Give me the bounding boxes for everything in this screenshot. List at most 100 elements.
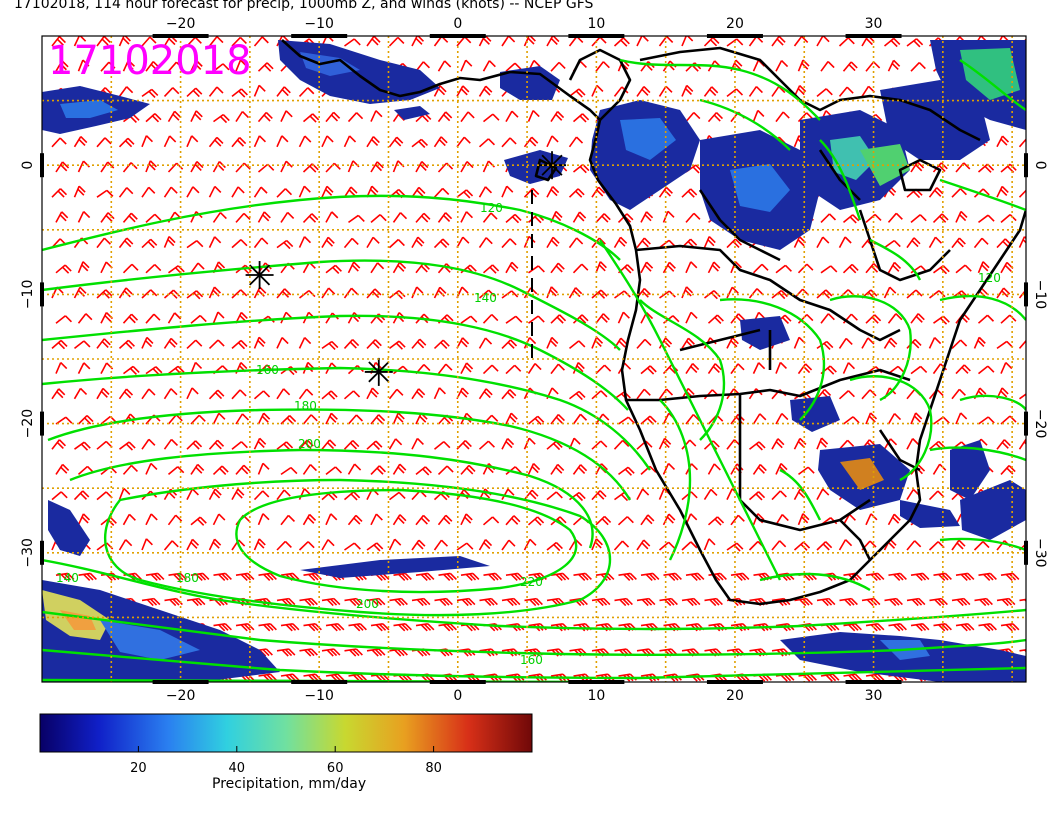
coastlines-borders [281,39,1026,606]
wind-barb [640,261,654,274]
wind-barb [640,211,654,223]
wind-barb [141,388,156,400]
wind-barb [411,236,425,248]
wind-barb [438,572,457,581]
wind-barb [618,416,635,425]
wind-barb [235,572,255,581]
wind-barb [141,538,153,551]
wind-barb [325,111,341,123]
wind-barb [501,339,518,349]
wind-barb [865,412,878,425]
wind-barb [568,340,586,350]
wind-barb [636,488,650,500]
wind-barb [302,163,319,173]
wind-barb [433,339,450,350]
wind-barb [231,136,247,148]
wind-barb [951,597,971,607]
wind-barb [122,464,139,475]
wind-barb [636,597,656,607]
wind-barb [344,597,363,607]
wind-barb [798,466,815,476]
wind-barb [842,214,860,224]
edge-tick-marks [40,34,1028,684]
wind-barb [528,315,545,324]
wind-barb [388,36,405,47]
wind-barb [888,572,907,581]
wind-barb [978,623,997,632]
colorbar-tick-label: 40 [229,761,246,776]
wind-barb [1000,623,1020,632]
wind-barb [838,86,854,97]
wind-barb [730,413,745,425]
wind-barb [550,314,567,324]
wind-barb [437,60,452,72]
wind-barb [973,336,986,349]
colorbar-ticks: 20 40 60 80 [130,746,442,776]
wind-barb [820,673,840,682]
wind-barb [707,363,722,375]
wind-barb [933,315,950,325]
wind-barb [51,339,68,350]
lat-tick-label-left: −20 [20,409,36,439]
wind-barb [366,236,380,249]
wind-barb [816,236,830,248]
wind-barb [932,463,947,475]
geopotential-contours [42,58,1026,682]
wind-barb [883,37,901,48]
wind-barb [595,213,611,223]
wind-barb [460,211,474,223]
wind-barb [167,514,183,526]
wind-barb [501,539,516,551]
wind-barb [186,186,200,198]
wind-barb [163,540,179,551]
wind-barb [257,462,270,475]
wind-barb [505,62,522,72]
wind-barb [482,264,500,274]
wind-barb [617,311,630,324]
wind-barb [118,388,134,400]
wind-barb [1000,572,1020,581]
wind-barb [77,160,91,173]
wind-barb [343,390,361,400]
wind-barb [190,516,207,526]
date-stamp: 17102018 [48,38,252,84]
wind-barb [797,263,814,274]
wind-barb [591,597,611,607]
wind-barb [235,413,250,425]
wind-barb [591,440,608,450]
wind-barb [460,464,476,475]
lat-tick-label-right: −20 [1032,409,1048,439]
wind-barb [145,572,165,581]
wind-barb [523,136,539,148]
wind-barb [411,286,424,299]
wind-barb [591,84,604,97]
contour-label: 200 [298,437,321,451]
wind-barb [996,439,1011,450]
wind-barb [951,539,966,551]
wind-barb [595,364,612,375]
wind-barb [662,462,676,475]
wind-barb [614,597,633,607]
wind-barb [145,313,161,324]
wind-barb [838,37,855,47]
wind-barb [321,439,337,450]
wind-barb [100,212,115,223]
wind-barb [572,413,588,425]
wind-barb [482,160,496,173]
wind-barb [213,63,230,72]
wind-barb [393,572,412,581]
wind-barb [887,212,903,223]
wind-barb [141,438,156,450]
wind-barb [928,490,945,501]
wind-barb [456,136,471,148]
wind-barb [527,516,545,526]
wind-barb [302,464,317,475]
wind-barb [550,262,565,274]
wind-barb [550,413,565,425]
contour-label: 200 [356,597,379,611]
wind-barb [816,88,833,98]
wind-barb [797,314,814,324]
wind-barb [591,390,608,400]
wind-barb [163,186,178,198]
wind-barb [276,135,289,148]
